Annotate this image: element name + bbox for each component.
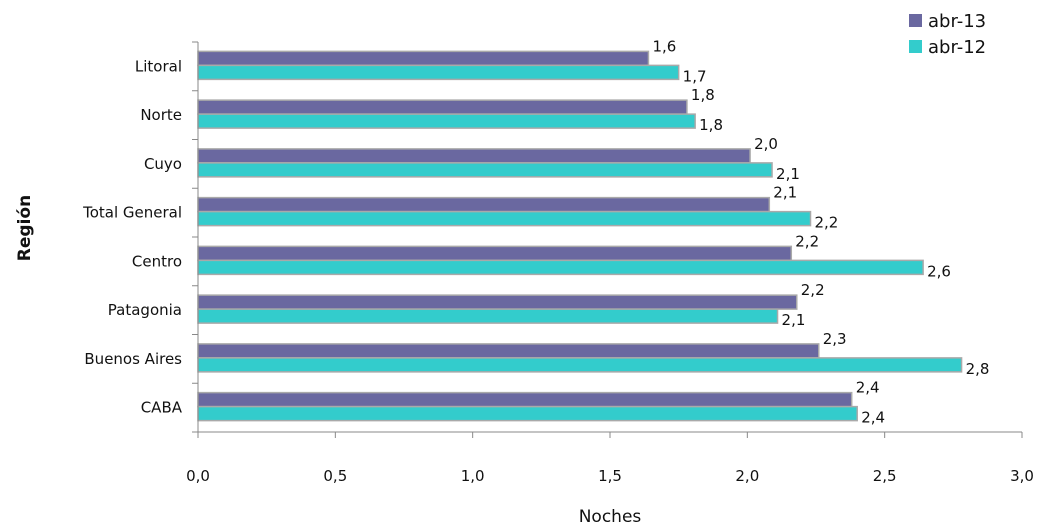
bar-abr-13 (198, 295, 797, 309)
legend: abr-13 abr-12 (909, 11, 986, 58)
x-tick-label: 1,5 (598, 467, 622, 485)
category-label: CABA (141, 399, 183, 417)
bar-abr-13 (198, 344, 819, 358)
bar-abr-12 (198, 114, 695, 128)
data-label: 2,3 (823, 330, 847, 348)
bar-abr-12 (198, 212, 811, 226)
data-label: 1,8 (691, 86, 715, 104)
x-tick-label: 2,5 (873, 467, 897, 485)
data-label: 2,4 (861, 409, 885, 427)
x-tick-label: 3,0 (1010, 467, 1034, 485)
legend-label: abr-13 (928, 11, 986, 32)
data-label: 2,2 (815, 214, 839, 232)
data-label: 1,6 (652, 37, 676, 55)
bar-abr-12 (198, 358, 962, 372)
data-label: 2,1 (776, 165, 800, 183)
data-label: 2,1 (782, 311, 806, 329)
x-tick-label: 2,0 (735, 467, 759, 485)
bar-abr-12 (198, 309, 778, 323)
category-label: Patagonia (108, 301, 182, 319)
data-label: 2,6 (927, 262, 951, 280)
category-label: Centro (132, 252, 182, 270)
bar-abr-13 (198, 246, 791, 260)
bar-abr-13 (198, 393, 852, 407)
category-label: Litoral (135, 57, 182, 75)
legend-label: abr-12 (928, 37, 986, 58)
data-label: 2,2 (795, 232, 819, 250)
data-label: 1,7 (683, 67, 707, 85)
x-axis-title: Noches (579, 507, 642, 527)
category-label: Norte (140, 106, 182, 124)
category-label: Buenos Aires (84, 350, 182, 368)
data-label: 2,0 (754, 135, 778, 153)
category-label: Total General (82, 204, 182, 222)
x-tick-label: 1,0 (461, 467, 485, 485)
x-tick-label: 0,0 (186, 467, 210, 485)
bar-abr-13 (198, 51, 648, 65)
y-axis-title: Región (15, 195, 35, 261)
data-label: 2,8 (966, 360, 990, 378)
legend-swatch (909, 40, 922, 53)
data-label: 2,2 (801, 281, 825, 299)
x-tick-label: 0,5 (323, 467, 347, 485)
bar-abr-12 (198, 260, 923, 274)
data-label: 2,1 (773, 184, 797, 202)
bar-abr-13 (198, 198, 769, 212)
bar-abr-12 (198, 65, 679, 79)
bar-abr-13 (198, 100, 687, 114)
data-label: 2,4 (856, 379, 880, 397)
legend-swatch (909, 14, 922, 27)
bar-abr-12 (198, 163, 772, 177)
bar-abr-13 (198, 149, 750, 163)
data-label: 1,8 (699, 116, 723, 134)
bar-abr-12 (198, 407, 857, 421)
category-label: Cuyo (144, 155, 182, 173)
plot-area: Litoral 1,6 1,7 Norte 1,8 1,8 Cuyo 2,0 2,1 Total … (82, 37, 1034, 485)
